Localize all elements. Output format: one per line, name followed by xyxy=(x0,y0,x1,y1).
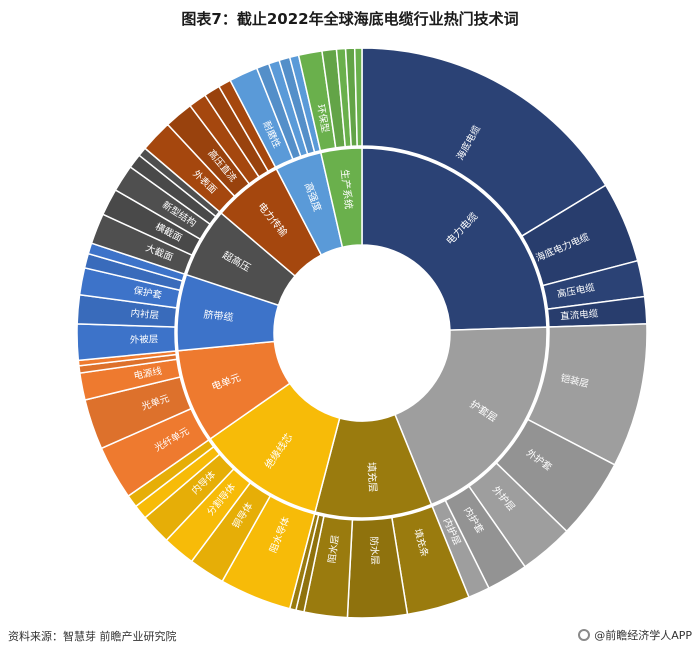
inner-label-填充层: 填充层 xyxy=(365,462,380,493)
brand-credit: @前瞻经济学人APP xyxy=(578,627,692,643)
inner-segment-电力电缆 xyxy=(361,147,548,331)
outer-label-防水层: 防水层 xyxy=(368,536,382,565)
source-note: 资料来源：智慧芽 前瞻产业研究院 xyxy=(8,630,177,643)
inner-label-脐带缆: 脐带缆 xyxy=(203,308,234,324)
outer-label-直流电缆: 直流电缆 xyxy=(560,308,599,323)
outer-label-外被层: 外被层 xyxy=(130,333,159,346)
outer-label-阻水层: 阻水层 xyxy=(326,534,342,564)
outer-label-环保型: 环保型 xyxy=(314,103,331,134)
outer-label-保护套: 保护套 xyxy=(133,284,164,301)
outer-segment-segment-49 xyxy=(353,47,363,147)
brand-logo-icon xyxy=(578,629,591,641)
outer-label-内衬层: 内衬层 xyxy=(130,307,159,321)
outer-ring xyxy=(76,47,648,619)
inner-label-生产系统: 生产系统 xyxy=(338,169,355,210)
inner-ring xyxy=(176,147,548,519)
brand-text: @前瞻经济学人APP xyxy=(594,629,692,642)
outer-label-电源线: 电源线 xyxy=(133,365,164,382)
inner-segment-护套层 xyxy=(394,326,548,506)
chart-title: 图表7：截止2022年全球海底电缆行业热门技术词 xyxy=(181,10,519,28)
inner-segment-生产系统 xyxy=(319,147,363,249)
